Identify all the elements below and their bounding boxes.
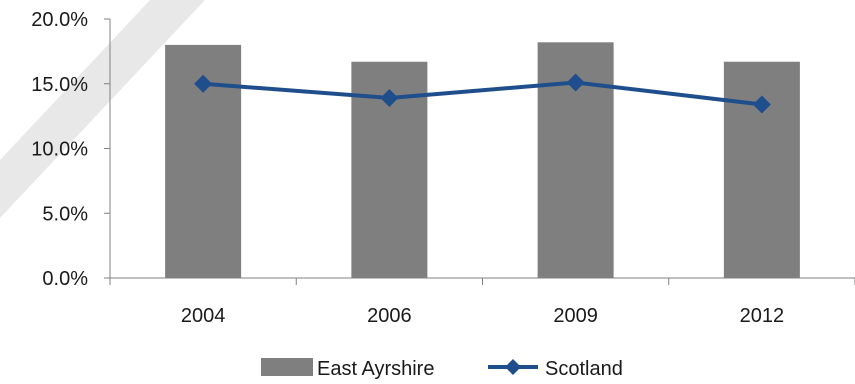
legend: East Ayrshire Scotland xyxy=(261,358,623,380)
y-tick-label: 10.0% xyxy=(31,139,88,161)
bar-east-ayrshire xyxy=(723,61,800,278)
y-tick-label: 0.0% xyxy=(42,268,88,290)
legend-swatch-east-ayrshire xyxy=(261,358,313,376)
point-scotland-diamond-icon xyxy=(380,88,399,107)
point-scotland-diamond-icon xyxy=(194,74,213,93)
x-tick-label: 2006 xyxy=(367,305,412,327)
line-scotland xyxy=(202,80,763,107)
legend-label-east-ayrshire: East Ayrshire xyxy=(317,358,434,380)
x-tick-label: 2004 xyxy=(181,305,226,327)
point-scotland-diamond-icon xyxy=(566,73,585,92)
x-tick-label: 2012 xyxy=(740,305,785,327)
plot-area: 0.0% 5.0% 10.0% 15.0% 20.0% 2004 2006 2009 2012 xyxy=(31,9,855,327)
point-scotland-diamond-icon xyxy=(752,95,771,114)
legend-marker-scotland-diamond-icon xyxy=(505,359,521,375)
y-tick-label: 15.0% xyxy=(31,74,88,96)
y-tick-label: 5.0% xyxy=(42,203,88,225)
y-tick-label: 20.0% xyxy=(31,9,88,31)
x-tick-label: 2009 xyxy=(553,305,598,327)
background-diagonal-band xyxy=(0,0,205,218)
legend-label-scotland: Scotland xyxy=(545,358,623,380)
